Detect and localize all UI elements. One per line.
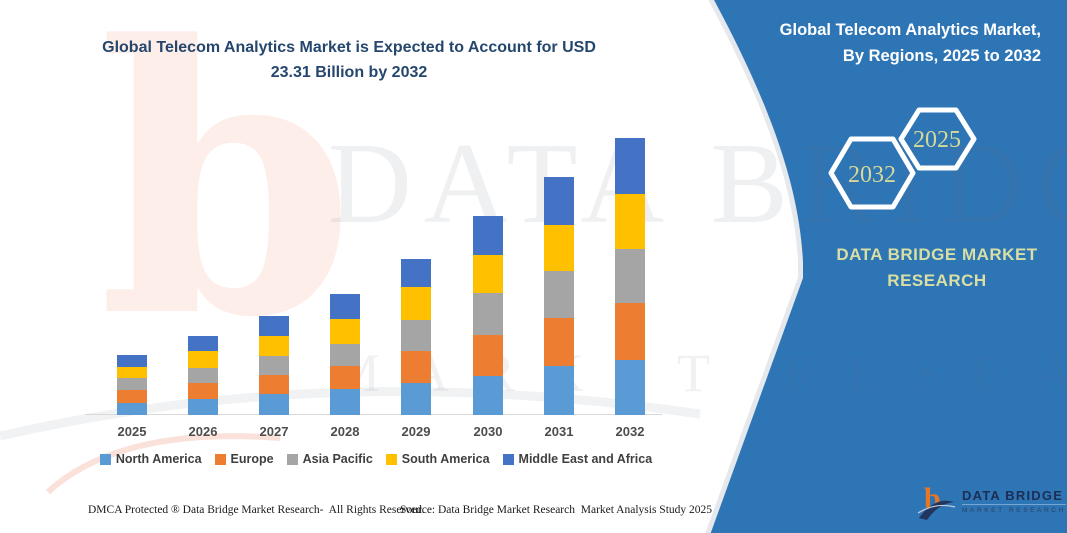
legend-item: Middle East and Africa bbox=[502, 452, 653, 466]
legend: North America Europe Asia Pacific South Ame… bbox=[80, 452, 672, 466]
hexagon-2032-label: 2032 bbox=[848, 162, 896, 188]
bar-segment bbox=[117, 355, 147, 368]
bar-segment bbox=[473, 255, 503, 294]
watermark-text-row2: MARKET RESEARCH bbox=[332, 343, 1067, 403]
bar-segment bbox=[615, 193, 645, 250]
brand-text: DATA BRIDGE MARKET RESEARCH bbox=[836, 245, 1038, 290]
bar-segment bbox=[401, 383, 431, 415]
legend-swatch bbox=[214, 453, 226, 465]
legend-label: Asia Pacific bbox=[302, 452, 373, 466]
bar-segment bbox=[544, 225, 574, 271]
bar-segment bbox=[188, 398, 218, 415]
legend-item: South America bbox=[385, 452, 490, 466]
hexagon-2025: 2025 bbox=[898, 107, 977, 171]
bar-segment bbox=[401, 320, 431, 352]
x-axis-label: 2029 bbox=[401, 424, 431, 439]
bar-segment bbox=[544, 271, 574, 319]
bar-segment bbox=[544, 366, 574, 415]
footer-source-text: Source: Data Bridge Market Research Mark… bbox=[400, 504, 713, 516]
side-panel-title-line1: Global Telecom Analytics Market, bbox=[779, 21, 1041, 39]
x-axis-label: 2030 bbox=[473, 424, 503, 439]
chart-title-line2: 23.31 Billion by 2032 bbox=[270, 63, 428, 81]
bar-segment bbox=[615, 360, 645, 415]
bar-segment bbox=[188, 350, 218, 368]
bar-segment bbox=[330, 388, 360, 415]
legend-label: Europe bbox=[230, 452, 274, 466]
bar-segment bbox=[117, 390, 147, 403]
bar-segment bbox=[544, 318, 574, 367]
legend-label: Middle East and Africa bbox=[518, 452, 653, 466]
bar-segment bbox=[615, 303, 645, 361]
bar-2026 bbox=[188, 336, 218, 415]
hexagon-2025-label: 2025 bbox=[913, 127, 961, 153]
bar-segment bbox=[330, 343, 360, 366]
legend-label: South America bbox=[401, 452, 490, 466]
bar-2032 bbox=[615, 138, 645, 415]
legend-item: Asia Pacific bbox=[286, 452, 373, 466]
hexagon-2032: 2032 bbox=[828, 136, 916, 210]
logo-tagline: MARKET RESEARCH bbox=[962, 507, 1066, 514]
x-axis-label: 2025 bbox=[117, 424, 147, 439]
bar-segment bbox=[259, 336, 289, 356]
footer-dmca-text: DMCA Protected ® Data Bridge Market Rese… bbox=[88, 504, 425, 516]
bar-segment bbox=[188, 382, 218, 399]
bar-segment bbox=[401, 351, 431, 384]
bar-segment bbox=[117, 403, 147, 415]
chart-title-line1: Global Telecom Analytics Market is Expec… bbox=[102, 39, 596, 56]
x-axis-label: 2032 bbox=[615, 424, 645, 439]
bar-2027 bbox=[259, 316, 289, 415]
legend-swatch bbox=[286, 453, 298, 465]
bar-segment bbox=[259, 316, 289, 337]
bar-segment bbox=[544, 177, 574, 226]
bar-segment bbox=[615, 249, 645, 304]
bar-2025 bbox=[117, 355, 147, 415]
data-bridge-logo: b DATA BRIDGE MARKET RESEARCH bbox=[917, 482, 1066, 520]
bar-segment bbox=[330, 319, 360, 344]
bar-2031 bbox=[544, 177, 574, 415]
bar-segment bbox=[615, 138, 645, 194]
bar-2029 bbox=[401, 259, 431, 415]
bar-segment bbox=[330, 365, 360, 389]
legend-swatch bbox=[99, 453, 111, 465]
bar-segment bbox=[401, 287, 431, 321]
bar-segment bbox=[401, 259, 431, 288]
x-axis-line bbox=[85, 414, 662, 415]
chart-title: Global Telecom Analytics Market is Expec… bbox=[62, 36, 636, 86]
bar-segment bbox=[188, 336, 218, 351]
legend-item: Europe bbox=[214, 452, 274, 466]
x-axis-label: 2028 bbox=[330, 424, 360, 439]
bar-2030 bbox=[473, 216, 503, 415]
x-axis-label: 2027 bbox=[259, 424, 289, 439]
x-axis-label: 2026 bbox=[188, 424, 218, 439]
side-panel-title-line2: By Regions, 2025 to 2032 bbox=[842, 47, 1041, 66]
bar-segment bbox=[473, 376, 503, 415]
watermark-text-row1: DATA BRIDGE bbox=[328, 120, 1067, 248]
bar-segment bbox=[259, 374, 289, 394]
bar-segment bbox=[259, 393, 289, 415]
legend-label: North America bbox=[115, 452, 202, 466]
bar-segment bbox=[473, 293, 503, 336]
bar-segment bbox=[117, 367, 147, 379]
bar-segment bbox=[330, 294, 360, 320]
bar-segment bbox=[473, 335, 503, 377]
bar-segment bbox=[188, 367, 218, 383]
legend-swatch bbox=[385, 453, 397, 465]
watermark-b-logo: b bbox=[98, 0, 356, 398]
bar-segment bbox=[117, 378, 147, 391]
logo-name: DATA BRIDGE bbox=[962, 488, 1066, 505]
side-panel-title: Global Telecom Analytics Market, By Regi… bbox=[741, 17, 1041, 70]
data-bridge-logo-icon: b bbox=[917, 482, 956, 520]
bar-segment bbox=[473, 216, 503, 256]
bar-2028 bbox=[330, 294, 360, 415]
legend-item: North America bbox=[99, 452, 202, 466]
legend-swatch bbox=[502, 453, 514, 465]
x-axis-label: 2031 bbox=[544, 424, 574, 439]
bar-segment bbox=[259, 355, 289, 375]
